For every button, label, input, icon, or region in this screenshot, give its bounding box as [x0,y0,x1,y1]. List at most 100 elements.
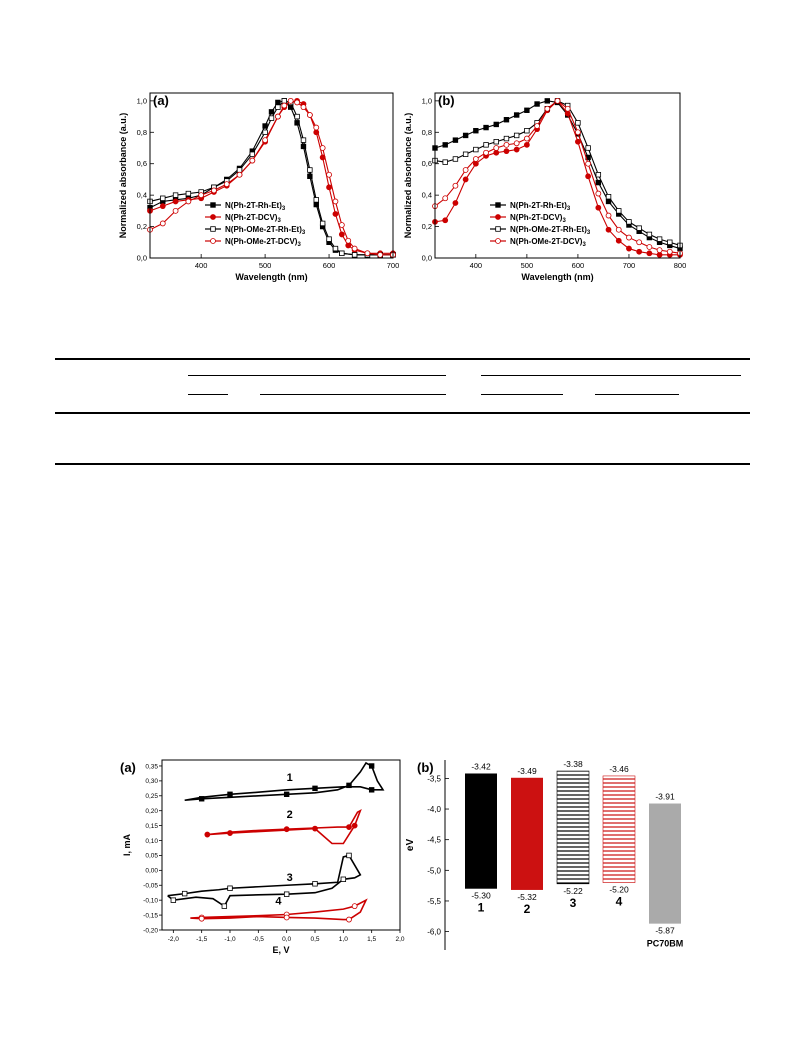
data-point [493,139,499,145]
data-point [585,145,591,151]
y-tick-label: 0,20 [145,808,158,815]
plot-frame [161,759,401,931]
cv-curve-2 [207,809,362,845]
y-tick-label: 0,8 [422,128,432,137]
data-point [159,220,166,227]
data-point [275,99,281,106]
data-point [306,112,313,118]
legend-entry: N(Ph-2T-Rh-Et)3 [225,201,286,212]
absorbance-panel-b: 400 500 600 700 800 0,0 0,2 0,4 0,6 0,8 1,0 Wavelen… [403,92,687,282]
data-point [338,222,345,228]
data-point [172,198,179,205]
data-point [575,138,581,145]
y-tick-label: 0,2 [137,222,147,231]
data-point [338,231,345,238]
data-point [249,151,256,157]
energy-level-panel-b: -3,5 -4,0 -4,5 -5,0 -5,5 -6,0 eV (b) -3.42 -5.301… [405,759,683,950]
panel-label: (a) [120,760,136,775]
absorption-figure: 400 500 600 700 0,0 0,2 0,4 0,6 0,8 1,0 Wavelength… [118,92,687,282]
table-sub-rule-4 [595,394,679,395]
data-point [585,173,592,180]
data-point [513,132,520,139]
data-point [605,194,612,200]
data-point [472,156,479,162]
data-point [274,113,281,120]
data-point [300,137,307,143]
data-point [332,245,339,252]
table-group-rule-left [188,375,446,376]
data-point [626,245,632,252]
x-tick-label: 400 [470,261,483,270]
data-point [503,141,510,148]
data-point [626,234,632,241]
data-point [172,192,179,198]
data-point [172,207,179,214]
data-point [185,198,192,205]
y-tick-label: 0,6 [137,159,147,168]
y-tick-label: 0,10 [145,838,158,845]
plot-frame [434,92,681,259]
energy-bar-3 [556,770,590,885]
x-axis-label: Wavelength (nm) [235,272,307,282]
data-point [595,190,602,197]
table-header-rule [55,412,750,414]
data-point [503,135,510,142]
data-point [319,145,326,151]
legend-entry: N(Ph-2T-Rh-Et)3 [510,201,571,212]
data-point [656,236,663,242]
y-tick-label: -0,20 [143,927,158,934]
data-point [513,146,520,153]
x-tick-label: 800 [674,261,687,270]
data-point [503,148,510,155]
y-tick-label: 0,4 [137,191,147,200]
y-tick-label: -5,5 [427,897,441,906]
x-tick-label: 0,0 [282,936,291,943]
legend-entry: N(Ph-OMe-2T-DCV)3 [225,237,301,248]
cv-point [283,891,290,897]
legend-entry: N(Ph-2T-DCV)3 [510,213,566,224]
cv-point [312,785,318,792]
data-point [493,149,500,156]
data-point [595,172,602,178]
data-point [345,237,352,244]
y-tick-label: -4,5 [427,836,441,845]
y-axis-label: Normalized absorbance (a.u.) [118,113,128,239]
legend-marker [495,214,501,220]
data-point [319,220,326,227]
data-point [605,212,612,219]
y-tick-label: 0,25 [145,793,158,800]
y-tick-label: 0,00 [145,868,158,875]
plot-frame [149,92,394,259]
y-tick-label: 0,6 [422,159,432,168]
legend-entry: N(Ph-OMe-2T-DCV)3 [510,237,586,248]
data-point [595,179,602,186]
legend-entry: N(Ph-2T-DCV)3 [225,213,281,224]
panel-label: (a) [153,93,169,108]
x-tick-label: 500 [521,261,534,270]
lumo-value-label: -3.38 [563,759,583,769]
data-point [483,142,489,148]
data-point [287,97,294,104]
y-tick-label: 1,0 [422,96,432,105]
data-point [185,190,192,197]
cv-point [312,881,318,887]
data-point [656,247,663,254]
y-tick-label: 0,8 [137,128,147,137]
legend-marker [210,226,216,232]
data-point [300,143,307,150]
data-point [615,237,622,244]
lumo-value-label: -3.49 [517,766,537,776]
data-point [575,120,581,126]
data-point [493,121,499,128]
data-point [462,151,469,157]
y-tick-label: -0,10 [143,897,158,904]
x-tick-label: 700 [623,261,636,270]
data-point [636,239,643,246]
lumo-value-label: -3.46 [609,764,629,774]
data-point [503,117,510,123]
data-point [452,200,459,206]
x-tick-label: -1,5 [196,936,208,943]
y-tick-label: 0,15 [145,823,158,830]
x-axis-label: E, V [272,945,289,955]
data-point [585,160,592,167]
